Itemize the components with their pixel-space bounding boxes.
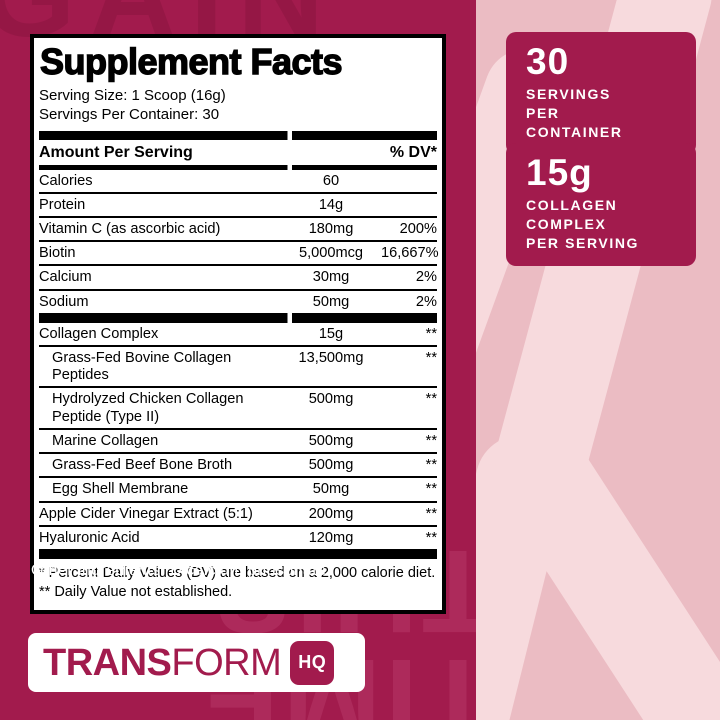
nutrient-dv: ** (425, 457, 437, 474)
nutrient-rows-group: Calories 60 Protein 14g Vitamin C (as as… (39, 170, 439, 313)
servings-badge-line: CONTAINER (526, 124, 623, 141)
divider-bar (39, 130, 437, 140)
nutrient-amount: 60 (322, 172, 340, 189)
table-row: Biotin 5,000mcg 16,667% (39, 240, 439, 264)
table-row: Apple Cider Vinegar Extract (5:1) 200mg … (39, 500, 437, 525)
table-row: Calories 60 (39, 170, 437, 192)
table-row: Egg Shell Membrane 50mg ** (39, 476, 437, 500)
nutrient-amount: 30mg (312, 269, 350, 286)
nutrient-name: Egg Shell Membrane (52, 481, 189, 498)
logo-text-form: FORM (171, 641, 282, 684)
nutrient-amount: 13,500mg (298, 350, 364, 367)
nutrient-dv: ** (425, 505, 437, 522)
table-row: Vitamin C (as ascorbic acid) 180mg 200% (39, 215, 437, 240)
supplement-facts-title: Supplement Facts (39, 41, 343, 82)
servings-badge-value: 30 (526, 41, 570, 82)
servings-badge-line: SERVINGS (526, 85, 611, 102)
serving-size: Serving Size: 1 Scoop (16g) (39, 86, 226, 104)
nutrient-name: Apple Cider Vinegar Extract (5:1) (39, 505, 253, 522)
highlight-panel: 30 SERVINGS PER CONTAINER 15g COLLAGEN C… (476, 0, 720, 720)
label-panel: GAIN TIME THIS Supplement Facts Serving … (0, 0, 476, 720)
nutrient-name: Calories (39, 172, 93, 189)
percent-dv-header: % DV* (389, 143, 437, 161)
nutrient-name: Collagen Complex (39, 325, 159, 342)
nutrient-name: Marine Collagen (52, 432, 159, 449)
logo-text-trans: TRANS (43, 641, 172, 684)
table-row: Grass-Fed Beef Bone Broth 500mg ** (39, 452, 437, 476)
nutrient-dv: ** (425, 325, 437, 342)
divider-bar (39, 164, 437, 170)
nutrient-dv: ** (425, 529, 437, 546)
collagen-badge-line: COLLAGEN (526, 196, 618, 213)
brand-logo: TRANS FORM HQ (28, 633, 365, 692)
table-row: Marine Collagen 500mg ** (39, 427, 437, 452)
table-row: Hyaluronic Acid 120mg ** (39, 524, 437, 549)
nutrient-dv: ** (425, 350, 437, 367)
nutrient-dv: 2% (415, 269, 437, 286)
nutrient-name: Hyaluronic Acid (39, 529, 140, 546)
nutrient-amount: 50mg (312, 481, 350, 498)
nutrient-dv: ** (425, 481, 437, 498)
nutrient-name: Grass-Fed Bovine Collagen Peptides (52, 350, 232, 384)
collagen-badge: 15g COLLAGEN COMPLEX PER SERVING (506, 143, 696, 266)
other-ingredients: Other ingredients: Dicalcium phosphate. (31, 562, 332, 579)
logo-hq-badge: HQ (290, 640, 335, 685)
servings-badge-line: PER (526, 105, 560, 122)
nutrient-name: Grass-Fed Beef Bone Broth (52, 457, 233, 474)
collagen-badge-value: 15g (526, 152, 593, 193)
nutrient-name: Calcium (39, 269, 92, 286)
collagen-badge-line: COMPLEX (526, 216, 607, 233)
collagen-badge-line: PER SERVING (526, 235, 640, 252)
table-row: Calcium 30mg 2% (39, 264, 437, 288)
nutrient-dv: 200% (399, 220, 437, 237)
table-row: Collagen Complex 15g ** (39, 323, 437, 345)
divider-bar (39, 312, 437, 323)
nutrient-amount: 120mg (308, 529, 354, 546)
nutrient-dv: ** (425, 391, 437, 408)
nutrient-name: Sodium (39, 293, 89, 310)
table-row: Grass-Fed Bovine Collagen Peptides 13,50… (39, 345, 437, 386)
footnotes: * Percent Daily Values (DV) are based on… (39, 559, 437, 602)
nutrient-name: Hydrolyzed Chicken Collagen Peptide (Typ… (52, 391, 244, 425)
nutrient-amount: 14g (318, 196, 344, 213)
nutrient-dv: 2% (415, 293, 437, 310)
divider-bar (39, 549, 437, 559)
table-row: Protein 14g (39, 191, 437, 216)
nutrient-name: Protein (39, 196, 86, 213)
nutrient-amount: 180mg (308, 220, 354, 237)
table-row: Hydrolyzed Chicken Collagen Peptide (Typ… (39, 386, 437, 427)
nutrient-dv: 16,667% (381, 245, 439, 262)
collagen-complex-rows-group: Collagen Complex 15g ** Grass-Fed Bovine… (39, 323, 437, 549)
table-row: Sodium 50mg 2% (39, 288, 437, 313)
brand-logo-wordmark: TRANS FORM (43, 641, 282, 684)
nutrient-amount: 500mg (308, 457, 354, 474)
footnote-dv: * Percent Daily Values (DV) are based on… (39, 565, 436, 581)
servings-per-container: Servings Per Container: 30 (39, 105, 220, 123)
nutrient-amount: 5,000mcg (298, 245, 364, 262)
nutrient-amount: 50mg (312, 293, 350, 310)
nutrient-dv: ** (425, 432, 437, 449)
amount-per-serving-header: Amount Per Serving (39, 143, 193, 161)
nutrient-amount: 15g (318, 325, 344, 342)
nutrient-amount: 500mg (308, 391, 354, 408)
table-header: Amount Per Serving % DV* (39, 140, 437, 165)
nutrient-name: Biotin (39, 245, 76, 262)
footnote-not-established: ** Daily Value not established. (39, 583, 233, 600)
supplement-facts-panel: Supplement Facts Serving Size: 1 Scoop (… (30, 34, 446, 614)
nutrient-name: Vitamin C (as ascorbic acid) (39, 220, 221, 237)
nutrient-amount: 200mg (308, 505, 354, 522)
nutrient-amount: 500mg (308, 432, 354, 449)
servings-badge: 30 SERVINGS PER CONTAINER (506, 32, 696, 155)
